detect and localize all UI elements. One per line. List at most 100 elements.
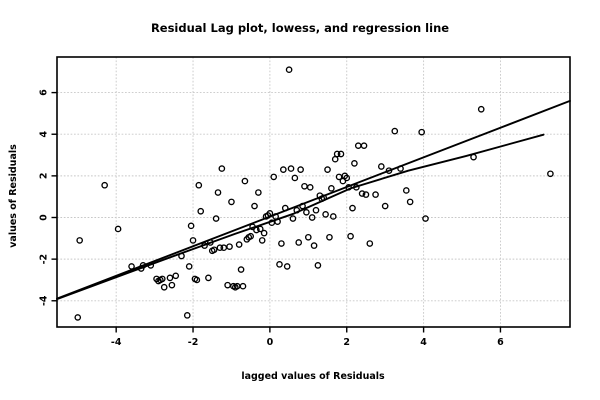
data-point [328,185,335,192]
data-point [303,208,310,216]
y-tick-label: -4 [38,295,49,306]
data-point [477,105,485,113]
data-point [377,163,385,170]
data-point [391,127,399,135]
chart-title: Residual Lag plot, lowess, and regressio… [151,21,449,35]
data-point [283,263,291,270]
x-tick-label: -2 [188,337,199,348]
data-point [297,166,304,173]
data-point [402,187,410,194]
data-point [322,211,329,218]
data-point [280,166,287,173]
data-point [337,150,345,158]
data-point [187,222,195,230]
data-point [185,263,193,270]
data-point [349,204,356,212]
y-tick-label: -2 [38,254,49,265]
data-point [285,66,293,74]
data-point [210,246,218,254]
data-point [291,174,299,182]
data-point [289,215,297,222]
data-point [101,181,108,189]
y-tick-label: 6 [38,89,49,96]
data-point [235,241,243,248]
data-point [197,207,205,215]
x-tick-label: 4 [420,337,427,348]
fit-lines [56,99,571,301]
data-point [189,237,197,244]
data-point [256,225,264,233]
data-point [308,214,316,221]
data-point [74,314,82,321]
data-point [324,166,331,173]
data-point [326,233,333,241]
data-point [183,312,191,319]
data-point [218,165,226,172]
x-axis-title: lagged values of Residuals [241,371,385,382]
data-point [372,191,379,198]
data-point [351,160,358,167]
data-point [360,142,368,150]
data-point [418,128,425,136]
data-point [304,233,312,241]
y-tick-label: 2 [38,173,49,180]
data-point [160,283,168,291]
data-point [241,177,249,185]
data-point [166,274,174,282]
data-point [258,237,266,244]
data-point [295,239,303,246]
data-point [347,232,354,240]
data-point [226,243,233,250]
data-point [212,215,220,222]
data-point [114,225,122,233]
data-point [195,181,203,189]
data-point [228,198,235,206]
data-point [314,262,322,269]
data-point [406,198,414,206]
data-point [214,189,222,196]
data-point [278,240,285,247]
x-tick-label: 0 [267,337,274,348]
data-point [193,276,201,284]
data-point [381,202,389,210]
x-tick-label: 2 [343,337,350,348]
data-point [172,272,180,280]
data-point [306,183,314,191]
data-point [547,170,554,178]
data-point [76,237,83,244]
y-tick-label: 0 [38,214,49,221]
plot-frame [56,56,571,328]
data-point [287,165,295,172]
data-point [205,274,212,282]
x-tick-label: -4 [111,337,122,348]
data-point [239,282,247,290]
data-point [251,202,258,210]
data-point [216,244,224,252]
gridlines [57,57,570,327]
data-point [276,261,283,268]
data-point [310,242,318,249]
data-point [237,266,245,273]
data-point [333,150,341,158]
data-point [422,215,429,222]
data-point [343,174,351,182]
data-point [270,173,278,181]
data-point [366,240,374,247]
fit-line-regression-line [56,99,571,300]
axis-ticks [51,91,502,333]
axis-tick-labels: -4 -2 0 2 4 6 -4 -2 0 2 4 6 [38,89,504,348]
data-point [247,232,254,240]
data-point [158,275,166,283]
data-point [329,213,337,220]
y-axis-title: values of Residuals [8,144,19,248]
data-point [260,229,268,237]
data-point [255,189,262,196]
data-point [358,190,366,197]
x-tick-label: 6 [497,337,504,348]
data-point [168,281,176,289]
fit-line-lowess [56,133,545,301]
y-tick-label: 4 [38,131,49,138]
